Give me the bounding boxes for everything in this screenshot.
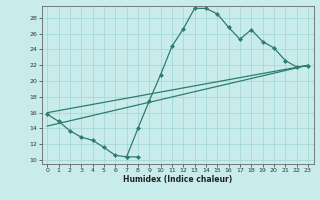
X-axis label: Humidex (Indice chaleur): Humidex (Indice chaleur)	[123, 175, 232, 184]
